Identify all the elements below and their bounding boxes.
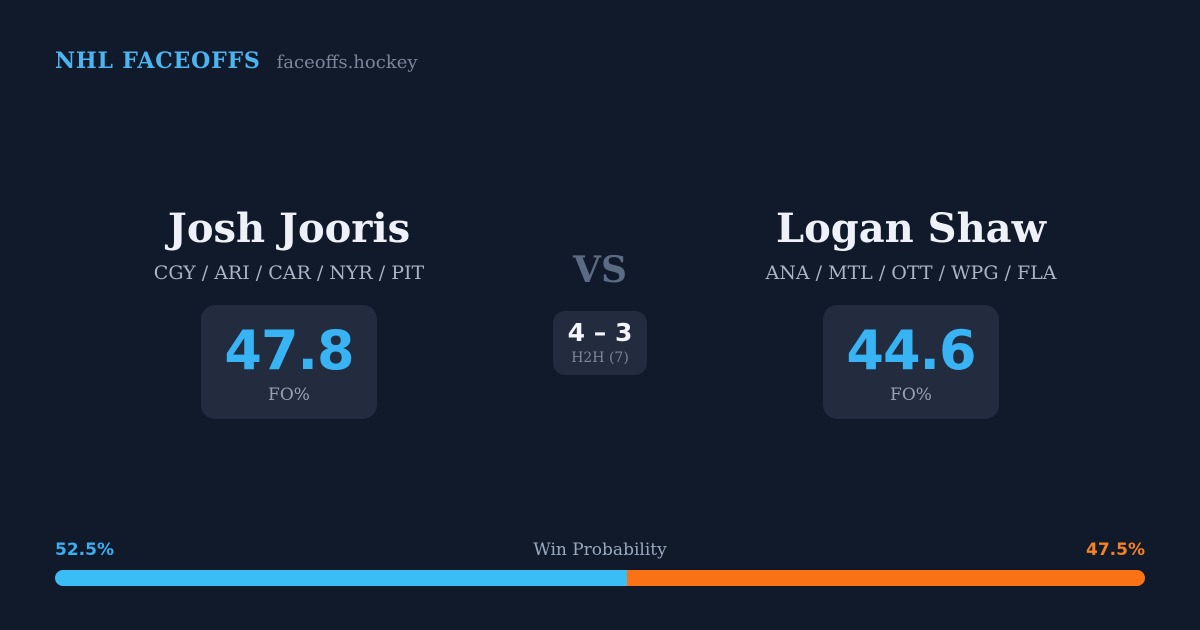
head-to-head-score: 4 – 3 [567, 318, 633, 347]
brand-title: NHL FACEOFFS [55, 48, 261, 74]
faceoff-percentage: 47.8 [224, 319, 354, 382]
player-name: Logan Shaw [775, 205, 1047, 252]
stat-label: FO% [890, 385, 932, 405]
win-probability-bar-left-segment [55, 570, 628, 586]
win-probability-left-value: 52.5% [55, 540, 114, 560]
win-probability-labels: 52.5% Win Probability 47.5% [55, 540, 1145, 564]
faceoff-stat-card: 47.8 FO% [201, 305, 377, 419]
faceoff-stat-card: 44.6 FO% [823, 305, 999, 419]
player-panel-left: Josh Jooris CGY / ARI / CAR / NYR / PIT … [89, 205, 489, 419]
win-probability-section: 52.5% Win Probability 47.5% [55, 540, 1145, 586]
player-name: Josh Jooris [167, 205, 411, 252]
stat-label: FO% [268, 385, 310, 405]
win-probability-bar-right-segment [627, 570, 1145, 586]
win-probability-right-value: 47.5% [1086, 540, 1145, 560]
head-to-head-card: 4 – 3 H2H (7) [553, 311, 647, 375]
site-url: faceoffs.hockey [276, 52, 418, 73]
player-teams: CGY / ARI / CAR / NYR / PIT [153, 262, 425, 284]
vs-label: VS [573, 249, 627, 291]
head-to-head-label: H2H (7) [571, 350, 629, 366]
win-probability-bar [55, 570, 1145, 586]
player-panel-right: Logan Shaw ANA / MTL / OTT / WPG / FLA 4… [711, 205, 1111, 419]
win-probability-title: Win Probability [533, 540, 667, 560]
header: NHL FACEOFFS faceoffs.hockey [55, 48, 418, 74]
faceoff-percentage: 44.6 [846, 319, 976, 382]
versus-panel: VS 4 – 3 H2H (7) [500, 250, 700, 375]
player-teams: ANA / MTL / OTT / WPG / FLA [765, 262, 1057, 284]
